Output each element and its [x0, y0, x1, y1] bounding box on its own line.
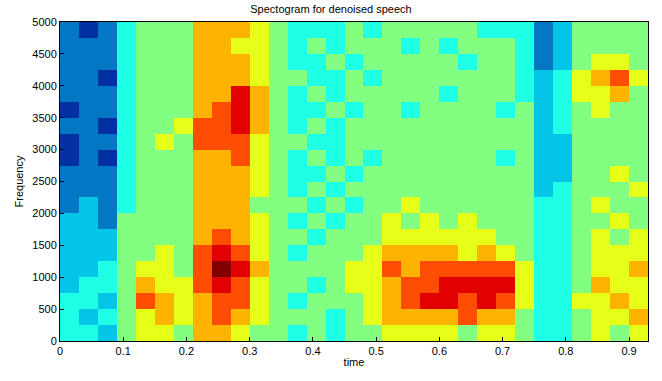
svg-text:Spectogram for denoised speech: Spectogram for denoised speech [250, 3, 411, 15]
svg-text:2000: 2000 [32, 207, 56, 219]
svg-text:0.4: 0.4 [305, 345, 320, 357]
svg-text:0: 0 [57, 345, 63, 357]
svg-text:time: time [344, 356, 365, 368]
svg-text:0.7: 0.7 [495, 345, 510, 357]
svg-text:3000: 3000 [32, 143, 56, 155]
svg-text:1000: 1000 [32, 271, 56, 283]
svg-text:5000: 5000 [32, 16, 56, 28]
svg-text:0: 0 [51, 335, 57, 347]
svg-text:1500: 1500 [32, 239, 56, 251]
svg-text:0.6: 0.6 [432, 345, 447, 357]
svg-text:0.3: 0.3 [242, 345, 257, 357]
svg-text:0.1: 0.1 [116, 345, 131, 357]
svg-text:500: 500 [38, 303, 56, 315]
svg-text:4500: 4500 [32, 48, 56, 60]
svg-text:0.5: 0.5 [368, 345, 383, 357]
svg-text:0.8: 0.8 [558, 345, 573, 357]
svg-text:Frequency: Frequency [13, 155, 25, 207]
svg-text:2500: 2500 [32, 175, 56, 187]
svg-text:0.9: 0.9 [621, 345, 636, 357]
svg-text:3500: 3500 [32, 112, 56, 124]
svg-text:0.2: 0.2 [179, 345, 194, 357]
svg-text:4000: 4000 [32, 80, 56, 92]
